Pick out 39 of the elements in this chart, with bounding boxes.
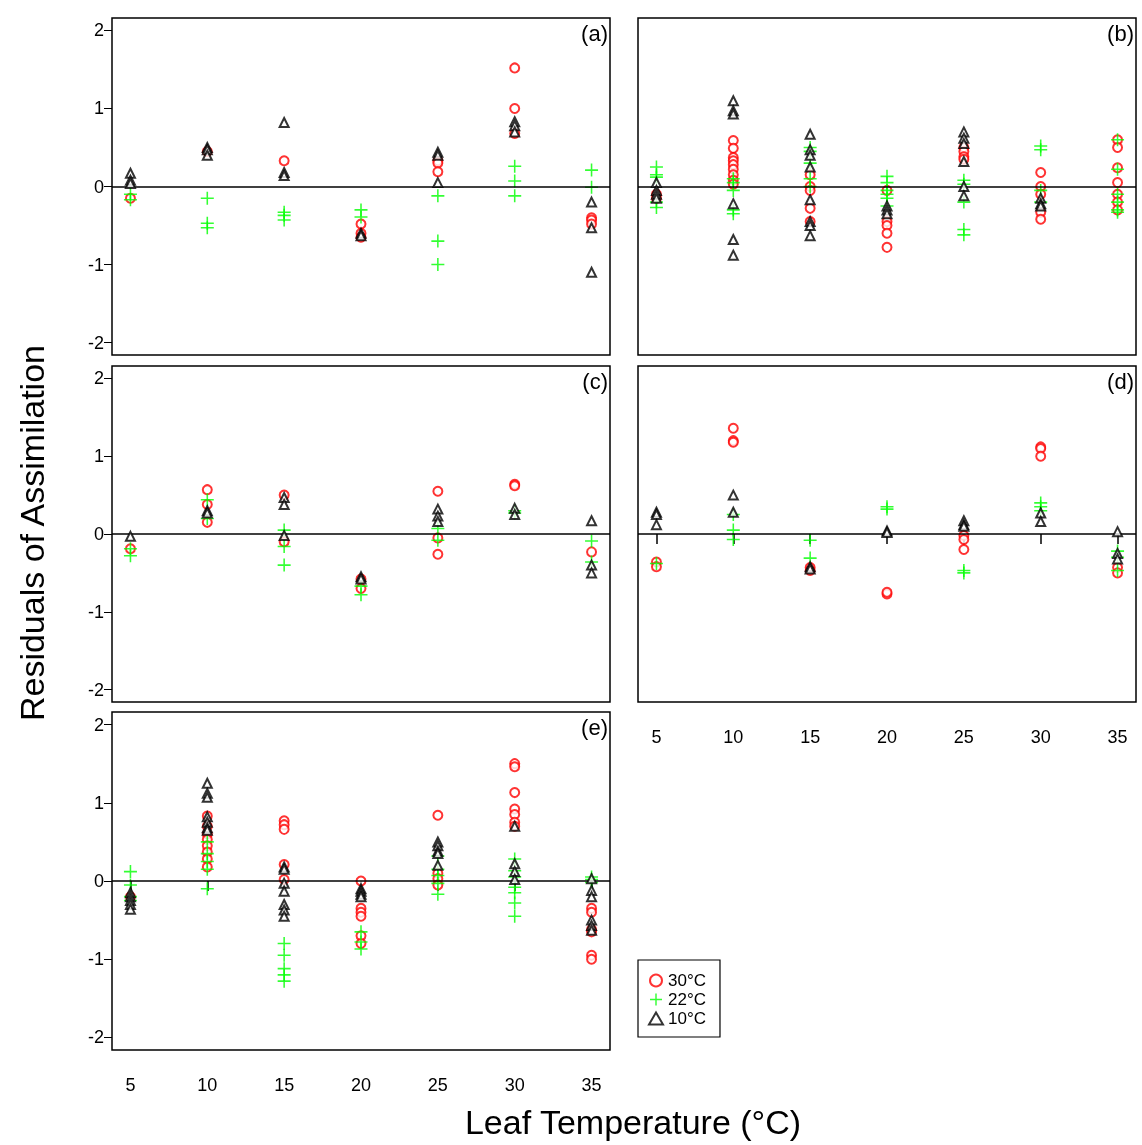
x-tick-label: 15 xyxy=(800,727,821,747)
x-tick-label: 25 xyxy=(427,1075,448,1095)
y-tick-label: 1 xyxy=(93,792,104,813)
x-tick-label: 10 xyxy=(723,727,744,747)
x-tick-label: 30 xyxy=(504,1075,525,1095)
annotation: (a) xyxy=(581,20,608,46)
y-tick-label: 0 xyxy=(93,524,104,544)
x-tick-label: 20 xyxy=(876,727,898,747)
x-tick-label: 5 xyxy=(125,1075,136,1095)
x-tick-label: 10 xyxy=(197,1075,218,1095)
annotation: (b) xyxy=(1107,20,1134,46)
y-tick-label: 0 xyxy=(93,176,104,197)
y-tick-label: -1 xyxy=(87,949,104,970)
y-tick-label: -2 xyxy=(87,679,104,700)
legend-label: 22°C xyxy=(668,990,706,1009)
x-tick-label: 35 xyxy=(1107,727,1128,747)
x-tick-label: 5 xyxy=(651,727,662,747)
y-axis-title: Residuals of Assimilation xyxy=(12,344,52,722)
x-tick-label: 35 xyxy=(581,1075,602,1095)
annotation: (c) xyxy=(582,368,608,394)
y-tick-label: 1 xyxy=(93,446,104,467)
x-tick-label: 25 xyxy=(953,727,974,747)
y-tick-label: 2 xyxy=(93,714,104,735)
x-tick-label: 15 xyxy=(274,1075,295,1095)
y-tick-label: 1 xyxy=(93,98,104,119)
annotation: (e) xyxy=(581,714,608,740)
y-tick-label: 2 xyxy=(93,20,104,41)
legend-label: 30°C xyxy=(668,971,706,990)
y-tick-label: -2 xyxy=(87,1027,104,1048)
y-tick-label: -1 xyxy=(87,601,104,622)
y-tick-label: 2 xyxy=(93,368,104,389)
x-axis-title: Leaf Temperature (°C) xyxy=(463,1102,803,1142)
y-tick-label: -1 xyxy=(87,254,104,275)
legend-label: 10°C xyxy=(668,1009,706,1028)
x-tick-label: 30 xyxy=(1030,727,1051,747)
y-tick-label: -2 xyxy=(87,332,104,353)
annotation: (d) xyxy=(1107,368,1134,394)
x-tick-label: 20 xyxy=(350,1075,372,1095)
y-tick-label: 0 xyxy=(93,871,104,891)
